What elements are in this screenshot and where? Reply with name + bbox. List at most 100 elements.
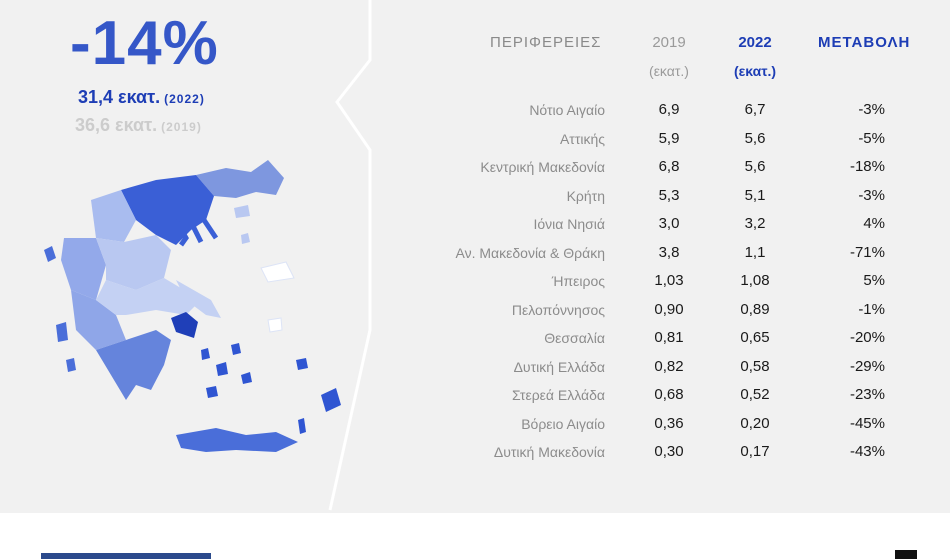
value-2019: 3,8 xyxy=(658,243,680,261)
value-2022: 0,52 xyxy=(740,386,770,403)
table-row: Κρήτη 5,3 5,1 -3% xyxy=(0,183,950,211)
map-island-3 xyxy=(231,343,241,355)
map-island-2 xyxy=(216,362,228,376)
value-2019: 6,8 xyxy=(658,158,680,175)
value-2022: 0,20 xyxy=(740,414,770,432)
greece-map xyxy=(44,160,341,452)
header-2019: 2019 (εκατ.) xyxy=(640,34,698,79)
map-island-4 xyxy=(241,372,252,384)
value-2022: 0,89 xyxy=(740,300,770,318)
header-regions: ΠΕΡΙΦΕΡΕΙΕΣ xyxy=(490,34,602,51)
map-ionian-corfu xyxy=(44,246,56,262)
value-change: -43% xyxy=(849,443,885,460)
map-evia xyxy=(176,280,221,318)
header-2022-unit: (εκατ.) xyxy=(733,63,777,79)
value-2019: 0,90 xyxy=(654,300,684,318)
map-island-6 xyxy=(296,358,308,370)
map-rhodes xyxy=(321,388,341,412)
total-2022-value: 31,4 εκατ. (2022) xyxy=(78,87,205,107)
table-row: Βόρειο Αιγαίο 0,36 0,20 -45% xyxy=(0,411,950,439)
total-change-percent: -14% xyxy=(70,9,219,78)
map-region-east-macedonia xyxy=(196,160,284,198)
value-2019: 0,68 xyxy=(654,386,684,403)
value-change: -1% xyxy=(858,300,885,318)
value-2019: 0,30 xyxy=(654,443,684,460)
value-change: -5% xyxy=(858,129,885,147)
value-2022: 0,17 xyxy=(740,443,770,460)
region-name: Νότιο Αιγαίο xyxy=(529,102,605,118)
value-2019: 5,3 xyxy=(658,186,680,204)
value-change: -3% xyxy=(858,101,885,118)
map-ionian-zakynthos xyxy=(66,358,76,372)
footer-corner-mark xyxy=(895,550,917,559)
value-2019: 3,0 xyxy=(658,215,680,232)
table-row: Ήπειρος 1,03 1,08 5% xyxy=(0,268,950,296)
value-2019: 5,9 xyxy=(658,129,680,147)
map-lemnos xyxy=(241,233,250,244)
value-2022: 0,58 xyxy=(740,357,770,375)
region-name: Αν. Μακεδονία & Θράκη xyxy=(455,244,606,261)
value-change: -71% xyxy=(849,243,885,261)
table-row: Θεσσαλία 0,81 0,65 -20% xyxy=(0,325,950,353)
value-2019: 6,9 xyxy=(658,101,680,118)
region-name: Ιόνια Νησιά xyxy=(533,216,605,232)
map-thasos xyxy=(234,205,250,218)
map-region-west-macedonia xyxy=(91,190,136,242)
value-2022: 1,1 xyxy=(744,243,766,261)
region-name: Πελοπόννησος xyxy=(511,301,605,318)
table-row: Ιόνια Νησιά 3,0 3,2 4% xyxy=(0,211,950,239)
map-region-attica xyxy=(171,312,198,338)
value-2019: 0,81 xyxy=(654,329,684,346)
header-2022: 2022 (εκατ.) xyxy=(726,34,784,79)
table-row: Αν. Μακεδονία & Θράκη 3,8 1,1 -71% xyxy=(0,240,950,268)
total-2019-value: 36,6 εκατ. (2019) xyxy=(75,115,202,135)
value-change: 5% xyxy=(863,272,885,289)
map-region-epirus xyxy=(61,238,106,300)
footer-accent-bar xyxy=(41,553,211,559)
value-change: -20% xyxy=(849,329,885,346)
header-change: ΜΕΤΑΒΟΛΗ xyxy=(818,34,911,51)
map-ionian-kefalonia xyxy=(56,322,68,342)
table-row: Δυτική Ελλάδα 0,82 0,58 -29% xyxy=(0,354,950,382)
region-name: Κρήτη xyxy=(566,187,605,204)
value-2022: 0,65 xyxy=(740,329,770,346)
header-2019-unit: (εκατ.) xyxy=(649,63,689,79)
table-row: Στερεά Ελλάδα 0,68 0,52 -23% xyxy=(0,382,950,410)
value-2019: 1,03 xyxy=(654,272,684,289)
year-2019-label: (2019) xyxy=(161,120,202,134)
region-name: Δυτική Μακεδονία xyxy=(493,444,605,460)
map-region-thessaly xyxy=(96,235,171,290)
value-change: -29% xyxy=(849,357,885,375)
region-name: Βόρειο Αιγαίο xyxy=(521,415,605,432)
table-row: Αττικής 5,9 5,6 -5% xyxy=(0,126,950,154)
value-change: -3% xyxy=(858,186,885,204)
table-row: Δυτική Μακεδονία 0,30 0,17 -43% xyxy=(0,439,950,467)
table-row: Νότιο Αιγαίο 6,9 6,7 -3% xyxy=(0,97,950,125)
region-name: Αττικής xyxy=(559,130,605,147)
map-region-peloponnese xyxy=(96,330,171,400)
value-change: -23% xyxy=(849,386,885,403)
region-name: Ήπειρος xyxy=(551,273,605,289)
region-name: Δυτική Ελλάδα xyxy=(513,358,605,375)
year-2022-label: (2022) xyxy=(164,92,205,106)
map-lesvos xyxy=(260,261,295,283)
region-name: Θεσσαλία xyxy=(544,330,605,346)
zigzag-divider xyxy=(328,0,372,511)
value-2022: 5,1 xyxy=(744,186,766,204)
map-region-central-greece xyxy=(96,278,201,315)
map-chios xyxy=(267,317,283,333)
value-2022: 6,7 xyxy=(744,101,766,118)
value-2019: 0,82 xyxy=(654,357,684,375)
region-name: Κεντρική Μακεδονία xyxy=(480,159,605,175)
map-chalkidiki xyxy=(173,218,219,247)
value-change: -18% xyxy=(849,158,885,175)
value-change: 4% xyxy=(863,215,885,232)
map-island-5 xyxy=(206,386,218,398)
map-region-crete xyxy=(176,428,298,452)
region-name: Στερεά Ελλάδα xyxy=(511,387,605,403)
map-karpathos xyxy=(298,418,306,434)
table-row: Κεντρική Μακεδονία 6,8 5,6 -18% xyxy=(0,154,950,182)
value-2022: 5,6 xyxy=(744,129,766,147)
map-island-1 xyxy=(201,348,210,360)
table-row: Πελοπόννησος 0,90 0,89 -1% xyxy=(0,297,950,325)
